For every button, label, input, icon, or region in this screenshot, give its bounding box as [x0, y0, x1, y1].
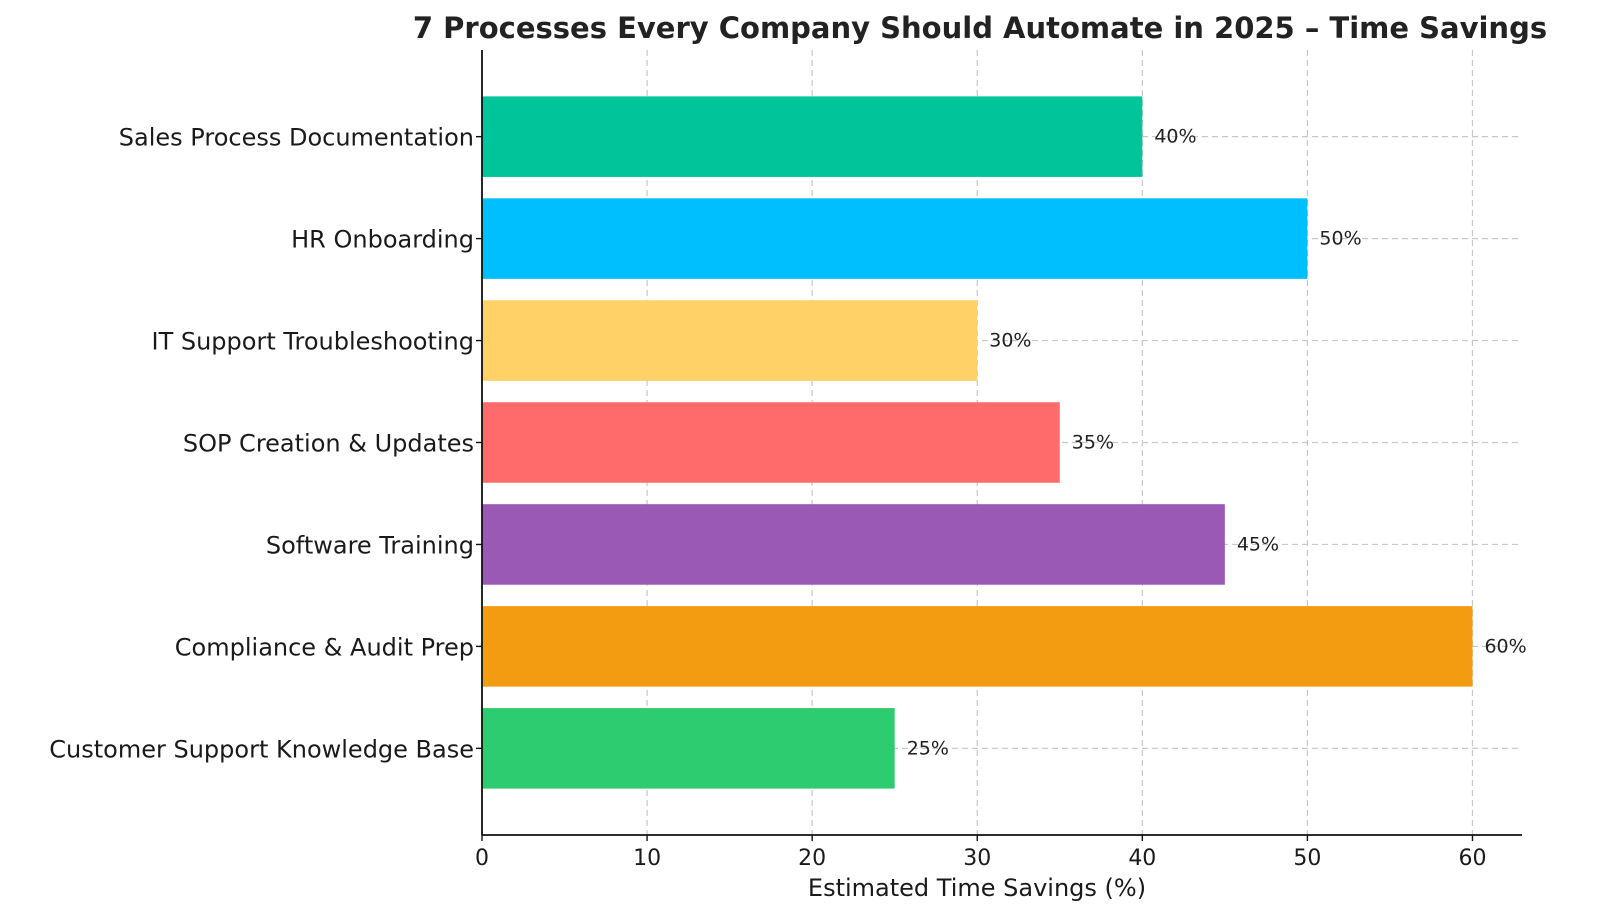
bar-1 — [482, 96, 1143, 177]
bar-4 — [482, 402, 1060, 483]
bar-value-label: 30% — [989, 330, 1031, 352]
category-label: HR Onboarding — [291, 226, 474, 254]
bar-value-label: 40% — [1154, 126, 1196, 148]
x-axis-label: Estimated Time Savings (%) — [808, 874, 1146, 902]
axis-layer — [476, 50, 1522, 841]
category-label: Sales Process Documentation — [119, 124, 474, 152]
bar-3 — [482, 300, 978, 381]
category-label: Software Training — [266, 531, 474, 559]
bar-value-label: 25% — [907, 737, 949, 759]
chart-title: 7 Processes Every Company Should Automat… — [413, 11, 1547, 45]
x-tick-label: 50 — [1293, 846, 1321, 871]
x-tick-label: 60 — [1458, 846, 1486, 871]
x-tick-label: 0 — [475, 846, 489, 871]
x-tick-label: 40 — [1128, 846, 1156, 871]
bar-value-label: 35% — [1072, 432, 1114, 454]
bar-value-label: 60% — [1484, 635, 1526, 657]
category-label: IT Support Troubleshooting — [151, 328, 474, 356]
bar-7 — [482, 708, 895, 789]
category-label: Compliance & Audit Prep — [175, 633, 474, 661]
category-label: Customer Support Knowledge Base — [49, 735, 474, 763]
bar-layer — [482, 96, 1473, 789]
bar-6 — [482, 606, 1473, 687]
bar-2 — [482, 198, 1308, 279]
x-tick-label: 10 — [633, 846, 661, 871]
category-label: SOP Creation & Updates — [183, 430, 474, 458]
label-layer: 40% Sales Process Documentation 50% HR Onbo… — [49, 124, 1526, 871]
x-tick-label: 30 — [963, 846, 991, 871]
bar-value-label: 50% — [1319, 228, 1361, 250]
bar-value-label: 45% — [1237, 533, 1279, 555]
x-tick-label: 20 — [798, 846, 826, 871]
bar-5 — [482, 504, 1225, 585]
